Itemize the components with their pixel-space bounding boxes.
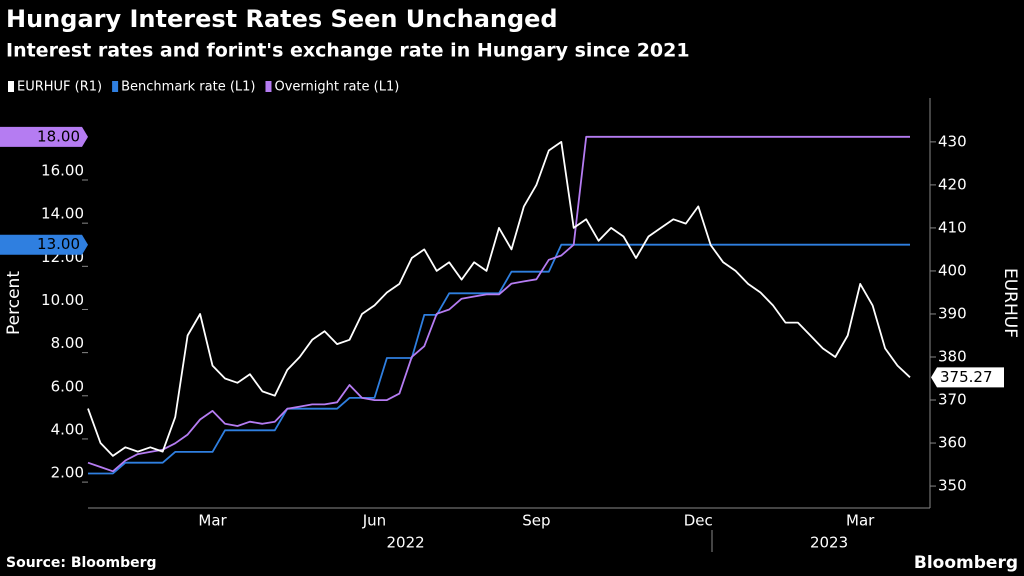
source: Source: Bloomberg (6, 555, 157, 571)
value-flag (0, 234, 88, 255)
value-flag-label: 18.00 (37, 127, 80, 145)
y2-tick-label: 420 (938, 175, 967, 193)
y-tick-label: 16.00 (41, 162, 84, 180)
y2-tick-label: 430 (938, 132, 967, 150)
series-line (87, 141, 911, 457)
y-tick-label: 2.00 (51, 464, 84, 482)
legend-label: Overnight rate (L1) (274, 80, 399, 95)
legend-label: Benchmark rate (L1) (121, 80, 255, 95)
y2-tick-label: 360 (938, 434, 967, 452)
value-flag-label: 13.00 (37, 235, 80, 253)
y2-tick-label: 350 (938, 477, 967, 495)
y2-tick-label: 390 (938, 304, 967, 322)
chart-subtitle: Interest rates and forint's exchange rat… (6, 40, 690, 62)
value-flag (931, 367, 1004, 388)
x-tick-label: Jun (362, 512, 386, 530)
brand: Bloomberg (914, 553, 1018, 573)
y-tick-label: 6.00 (51, 377, 84, 395)
value-flag (0, 126, 88, 147)
legend-label: EURHUF (R1) (17, 80, 102, 95)
x-tick-label: Sep (522, 512, 550, 530)
value-flag-label: 375.27 (940, 368, 993, 386)
y-tick-label: 10.00 (41, 291, 84, 309)
y2-tick-label: 380 (938, 347, 967, 365)
series-line (87, 135, 910, 473)
legend-swatch (265, 81, 272, 92)
y-tick-label: 8.00 (51, 334, 84, 352)
y2-axis-label: EURHUF (1000, 268, 1020, 338)
y-axis-label: Percent (4, 271, 24, 335)
legend-swatch (8, 81, 14, 92)
y2-tick-label: 400 (938, 261, 967, 279)
x-tick-label: Dec (684, 512, 713, 530)
chart-title: Hungary Interest Rates Seen Unchanged (6, 5, 558, 33)
x-group-label: 2023 (810, 534, 848, 552)
legend-swatch (112, 81, 119, 92)
x-tick-label: Mar (846, 512, 875, 530)
x-tick-label: Mar (198, 512, 227, 530)
y2-tick-label: 370 (938, 391, 967, 409)
y-tick-label: 14.00 (41, 205, 84, 223)
x-group-label: 2022 (386, 534, 424, 552)
y-tick-label: 4.00 (51, 420, 84, 438)
y2-tick-label: 410 (938, 218, 967, 236)
